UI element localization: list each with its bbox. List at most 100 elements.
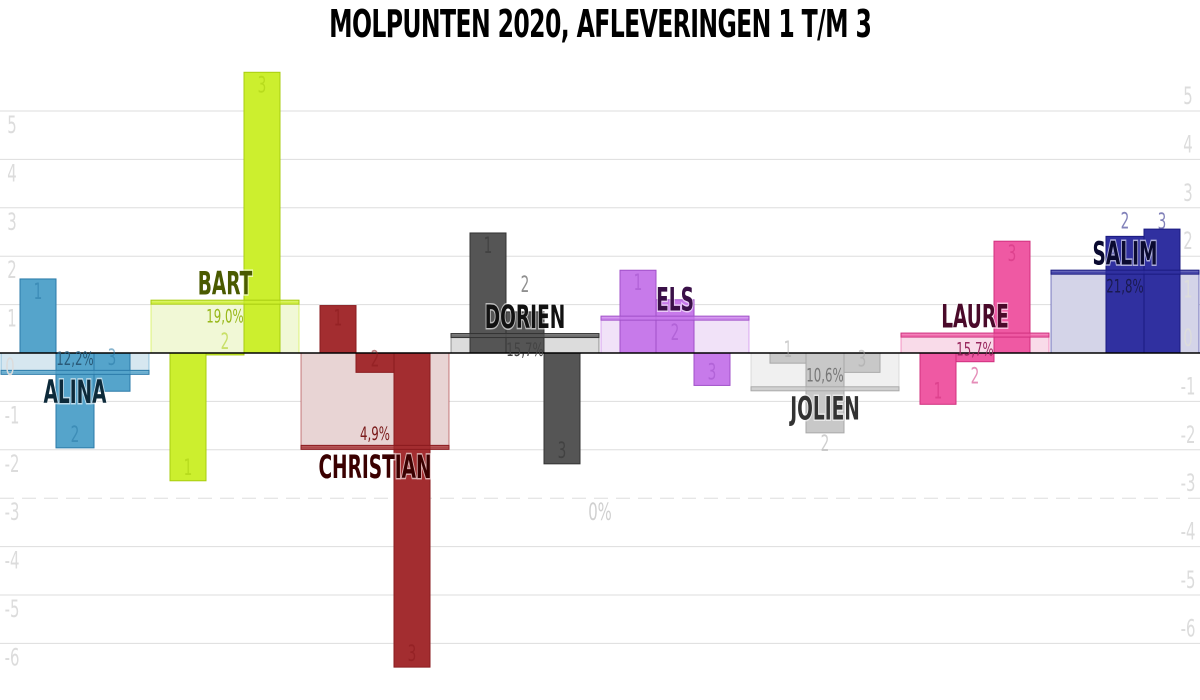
bar-label: 2 <box>971 364 980 389</box>
y-tick-right-group: 0 <box>1183 323 1192 352</box>
y-tick-left: -1 <box>5 401 20 430</box>
bar-label: 3 <box>858 347 867 372</box>
reference-line-label-group: 0% <box>588 497 612 526</box>
percent-label: 19,0% <box>206 305 243 328</box>
y-tick-left-group: -6 <box>5 643 20 672</box>
bar-label-group: 1 <box>784 338 793 363</box>
y-tick-right-group: -3 <box>1181 468 1196 497</box>
bar-label-group: 1 <box>484 234 493 259</box>
y-tick-right-group: 5 <box>1183 81 1192 110</box>
y-tick-left-group: -2 <box>5 449 20 478</box>
bar-episode-1 <box>619 269 657 354</box>
bar-label: 2 <box>821 432 830 457</box>
bar-label-group: 1 <box>34 280 43 305</box>
y-tick-right: 2 <box>1183 226 1192 255</box>
contestant-name: CHRISTIAN <box>318 450 431 487</box>
bar-label-group: 3 <box>1008 242 1017 267</box>
y-tick-left-group: 4 <box>7 159 16 188</box>
average-line <box>0 369 150 375</box>
bar-episode-1 <box>919 352 957 405</box>
bar-episode-3 <box>693 352 731 386</box>
bar-label: 1 <box>784 338 793 363</box>
y-tick-right-group: -4 <box>1181 517 1196 546</box>
bar-episode-3 <box>243 71 281 354</box>
bar-episode-3 <box>1143 228 1181 354</box>
bar-label-group: 1 <box>934 379 943 404</box>
bar-label-group: 3 <box>558 439 567 464</box>
percent-label-group: 15,7% <box>956 338 993 361</box>
bar-label: 3 <box>1008 242 1017 267</box>
percent-label: 10,6% <box>806 363 843 386</box>
contestant-name-group: SALIM <box>1091 235 1158 274</box>
bar-label: 3 <box>558 439 567 464</box>
bar-label: 2 <box>221 330 230 355</box>
contestant-name-group: JOLIEN <box>788 390 861 429</box>
bar-label-group: 2 <box>821 432 830 457</box>
contestant-name: ALINA <box>44 375 107 412</box>
contestant-name-group: CHRISTIAN <box>317 449 432 488</box>
bar-label: 2 <box>371 347 380 372</box>
bar-label: 1 <box>934 379 943 404</box>
bar-label: 1 <box>34 280 43 305</box>
contestant-name-group: DORIEN <box>484 299 567 338</box>
y-tick-left: 5 <box>7 110 16 139</box>
contestant-name-group: ALINA <box>42 374 108 413</box>
bar-episode-2 <box>505 311 545 354</box>
y-tick-right: 1 <box>1183 275 1192 304</box>
contestant-name: LAURE <box>941 299 1009 336</box>
y-tick-right: -3 <box>1181 468 1196 497</box>
percent-label-group: 4,9% <box>360 422 390 445</box>
bar-label-group: 3 <box>408 642 417 667</box>
bar-label-group: 2 <box>221 330 230 355</box>
bar-label: 3 <box>408 642 417 667</box>
y-tick-left: 0 <box>5 352 14 381</box>
bar-label-group: 3 <box>108 346 117 371</box>
bar-label-group: 2 <box>521 273 530 298</box>
average-line <box>150 299 300 305</box>
y-tick-right-group: 2 <box>1183 226 1192 255</box>
contestant-name: ELS <box>656 282 694 319</box>
percent-label: 15,7% <box>956 338 993 361</box>
y-tick-left-group: 3 <box>7 207 16 236</box>
bar-label: 3 <box>1158 210 1167 235</box>
bar-label: 3 <box>258 73 267 98</box>
y-tick-left-group: -4 <box>5 546 20 575</box>
percent-label: 15,7% <box>506 338 543 361</box>
bar-label: 2 <box>671 321 680 346</box>
y-tick-left: -6 <box>5 643 20 672</box>
y-tick-right-group: 4 <box>1183 130 1192 159</box>
chart-title: MOLPUNTEN 2020, AFLEVERINGEN 1 T/M 3 <box>0 2 1200 46</box>
bar-label: 2 <box>521 273 530 298</box>
bar-label-group: 1 <box>634 271 643 296</box>
percent-label-group: 10,6% <box>806 363 843 386</box>
percent-label: 21,8% <box>1106 275 1143 298</box>
bar-label: 3 <box>108 346 117 371</box>
bar-label: 2 <box>1121 209 1130 234</box>
percent-label-group: 15,7% <box>506 338 543 361</box>
bar-episode-2 <box>805 352 845 434</box>
y-tick-right-group: -1 <box>1181 372 1196 401</box>
y-tick-right: -1 <box>1181 372 1196 401</box>
y-tick-left-group: 0 <box>5 352 14 381</box>
y-tick-right-group: -5 <box>1181 565 1196 594</box>
bar-label-group: 3 <box>708 360 717 385</box>
y-tick-right: 0 <box>1183 323 1192 352</box>
y-tick-left: 2 <box>7 255 16 284</box>
bar-label-group: 2 <box>71 423 80 448</box>
y-tick-left: -2 <box>5 449 20 478</box>
bar-label: 1 <box>634 271 643 296</box>
contestant-name: DORIEN <box>485 300 566 337</box>
bar-label-group: 2 <box>1121 209 1130 234</box>
bar-label: 1 <box>184 456 193 481</box>
percent-label: 4,9% <box>360 422 390 445</box>
y-tick-left-group: -5 <box>5 594 20 623</box>
bar-label-group: 1 <box>334 306 343 331</box>
y-tick-left-group: 2 <box>7 255 16 284</box>
percent-label-group: 21,8% <box>1106 275 1143 298</box>
y-tick-left: 1 <box>7 304 16 333</box>
y-tick-right-group: -6 <box>1181 614 1196 643</box>
y-tick-right: -5 <box>1181 565 1196 594</box>
bar-episode-3 <box>393 352 431 668</box>
y-tick-right: -2 <box>1181 420 1196 449</box>
bar-episode-2 <box>55 352 95 449</box>
